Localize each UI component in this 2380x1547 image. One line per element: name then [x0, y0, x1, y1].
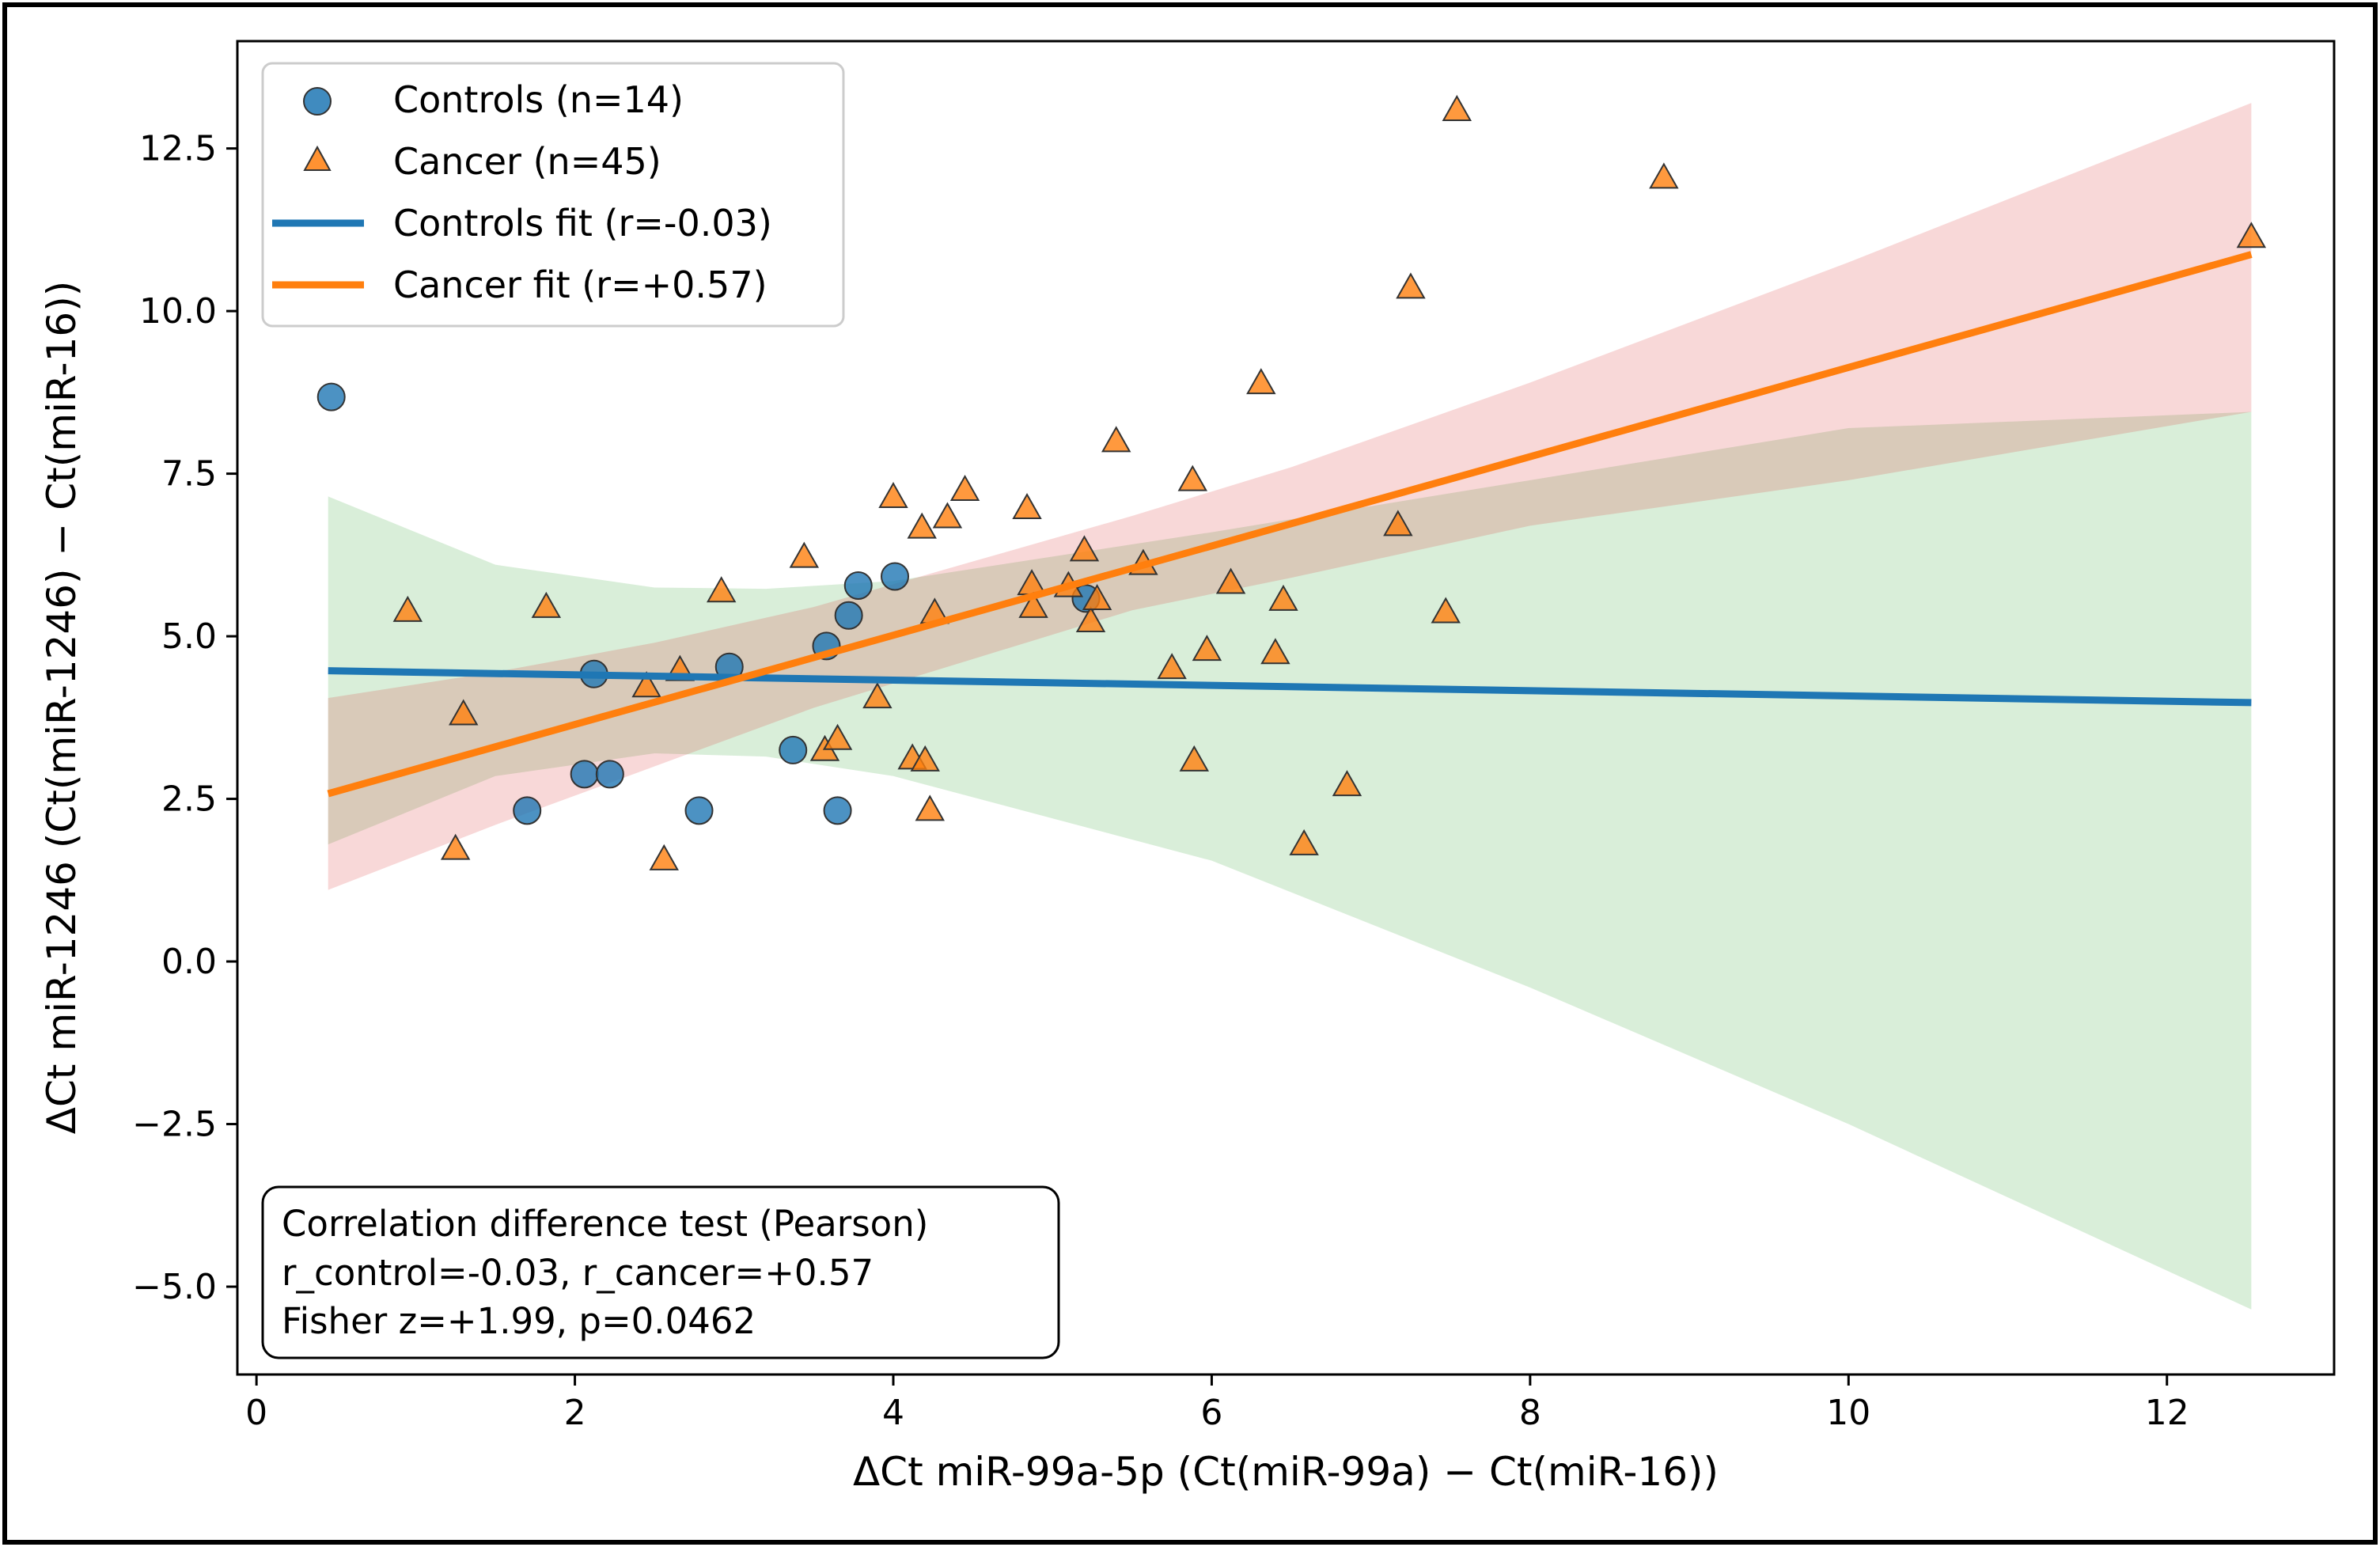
plot-area [236, 40, 2336, 1376]
cancer-point [1101, 426, 1131, 453]
annotation-line-3: Fisher z=+1.99, p=0.0462 [282, 1300, 756, 1342]
cancer-point [1075, 605, 1106, 633]
control-point [779, 735, 808, 764]
control-point [595, 760, 624, 789]
y-axis-label: ΔCt miR-1246 (Ct(miR-1246) − Ct(miR-16)) [39, 281, 85, 1134]
legend-cancer-fit-label: Cancer fit (r=+0.57) [393, 264, 767, 306]
legend-box [261, 62, 845, 328]
cancer-point [440, 833, 471, 860]
cancer-point [1289, 828, 1319, 855]
legend: Controls (n=14) Cancer (n=45) Controls f… [261, 62, 845, 328]
cancer-point [1179, 745, 1210, 772]
y-tick-label: 12.5 [139, 129, 217, 169]
cancer-point [932, 502, 963, 529]
cancer-point [915, 794, 946, 821]
control-point [843, 571, 873, 600]
cancer-point [392, 595, 423, 622]
controls-points [316, 382, 1101, 825]
x-tick-label: 10 [1826, 1393, 1870, 1433]
control-point [513, 796, 542, 825]
control-point [823, 796, 852, 825]
cancer-point [631, 671, 661, 698]
cancer-point [1332, 770, 1362, 797]
cancer-point [862, 682, 892, 709]
cancer-point [789, 541, 820, 568]
y-axis-ticks: 12.5 10.0 7.5 5.0 2.5 0.0 −2.5 −5.0 [132, 129, 237, 1307]
cancer-point [706, 576, 737, 603]
correlation-test-box: Correlation difference test (Pearson) r_… [261, 1185, 1060, 1359]
x-tick-label: 4 [882, 1393, 904, 1433]
x-tick-label: 0 [245, 1393, 267, 1433]
y-tick-label: 7.5 [161, 454, 217, 495]
cancer-point [1431, 597, 1461, 624]
y-tick-label: 2.5 [161, 779, 217, 820]
cancer-point [910, 745, 940, 772]
control-point [570, 760, 599, 789]
x-axis-ticks: 0 2 4 6 8 10 12 [245, 1374, 2189, 1433]
control-point [834, 601, 863, 630]
cancer-point [1649, 162, 1679, 189]
cancer-fit-line [327, 251, 2253, 798]
controls-confidence-band [328, 411, 2252, 1310]
plot-frame [236, 40, 2336, 1376]
y-tick-label: −2.5 [132, 1105, 217, 1145]
confidence-bands [328, 103, 2252, 1310]
cancer-point [1383, 510, 1413, 537]
cancer-point [1177, 464, 1208, 491]
control-point [684, 796, 714, 825]
cancer-point [949, 474, 980, 501]
annotation-line-2: r_control=-0.03, r_cancer=+0.57 [282, 1252, 874, 1294]
control-point [881, 562, 910, 591]
control-point [316, 382, 346, 411]
cancer-point [1012, 492, 1042, 519]
cancer-point [1396, 272, 1426, 299]
x-tick-label: 6 [1200, 1393, 1222, 1433]
annotation-line-1: Correlation difference test (Pearson) [282, 1203, 928, 1245]
cancer-point [1442, 94, 1472, 121]
cancer-point [531, 591, 562, 618]
cancer-point [907, 512, 937, 539]
cancer-confidence-band [328, 103, 2252, 890]
legend-cancer-marker [303, 145, 332, 171]
cancer-point [822, 723, 853, 750]
y-tick-label: 0.0 [161, 942, 217, 982]
cancer-point [1192, 635, 1222, 662]
x-tick-label: 2 [564, 1393, 586, 1433]
controls-fit-line [328, 667, 2252, 707]
cancer-point [649, 844, 679, 870]
cancer-point [1260, 638, 1290, 665]
cancer-point [2236, 222, 2267, 248]
legend-controls-label: Controls (n=14) [393, 78, 684, 121]
x-tick-label: 8 [1519, 1393, 1541, 1433]
cancer-point [1082, 584, 1112, 611]
cancer-point [878, 481, 908, 509]
cancer-point [1268, 584, 1298, 611]
y-tick-label: 10.0 [139, 291, 217, 332]
fit-lines [327, 251, 2253, 798]
y-tick-label: 5.0 [161, 616, 217, 657]
cancer-point [1018, 591, 1048, 618]
cancer-point [1246, 368, 1276, 395]
legend-cancer-label: Cancer (n=45) [393, 140, 661, 183]
y-tick-label: −5.0 [132, 1267, 217, 1307]
legend-controls-fit-label: Controls fit (r=-0.03) [393, 202, 772, 245]
x-axis-label: ΔCt miR-99a-5p (Ct(miR-99a) − Ct(miR-16)… [853, 1449, 1719, 1495]
annotation-box [261, 1185, 1060, 1359]
cancer-point [1157, 653, 1187, 680]
x-tick-label: 12 [2145, 1393, 2189, 1433]
cancer-point [449, 699, 479, 726]
cancer-point [1069, 535, 1100, 562]
legend-controls-marker [303, 87, 332, 116]
cancer-point [1215, 567, 1246, 594]
